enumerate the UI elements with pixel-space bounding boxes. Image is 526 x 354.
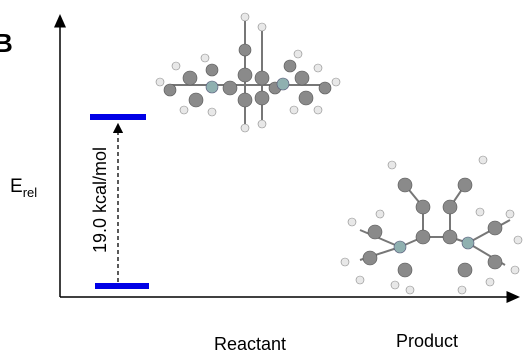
energy-annotation: 19.0 kcal/mol — [90, 147, 110, 253]
reactant-molecule — [156, 13, 340, 132]
y-label-main: E — [10, 176, 23, 197]
x-label: Reactant — [214, 334, 286, 354]
panel-label: B — [0, 28, 13, 58]
y-axis-label: Erel — [10, 176, 37, 200]
product-molecule — [341, 156, 522, 294]
energy-diagram: B Erel Reactant Product 19.0 kcal/mol — [0, 0, 526, 354]
energy-level — [95, 283, 149, 289]
energy-level — [90, 114, 146, 120]
y-label-sub: rel — [23, 185, 38, 200]
x-label: Product — [396, 331, 458, 351]
